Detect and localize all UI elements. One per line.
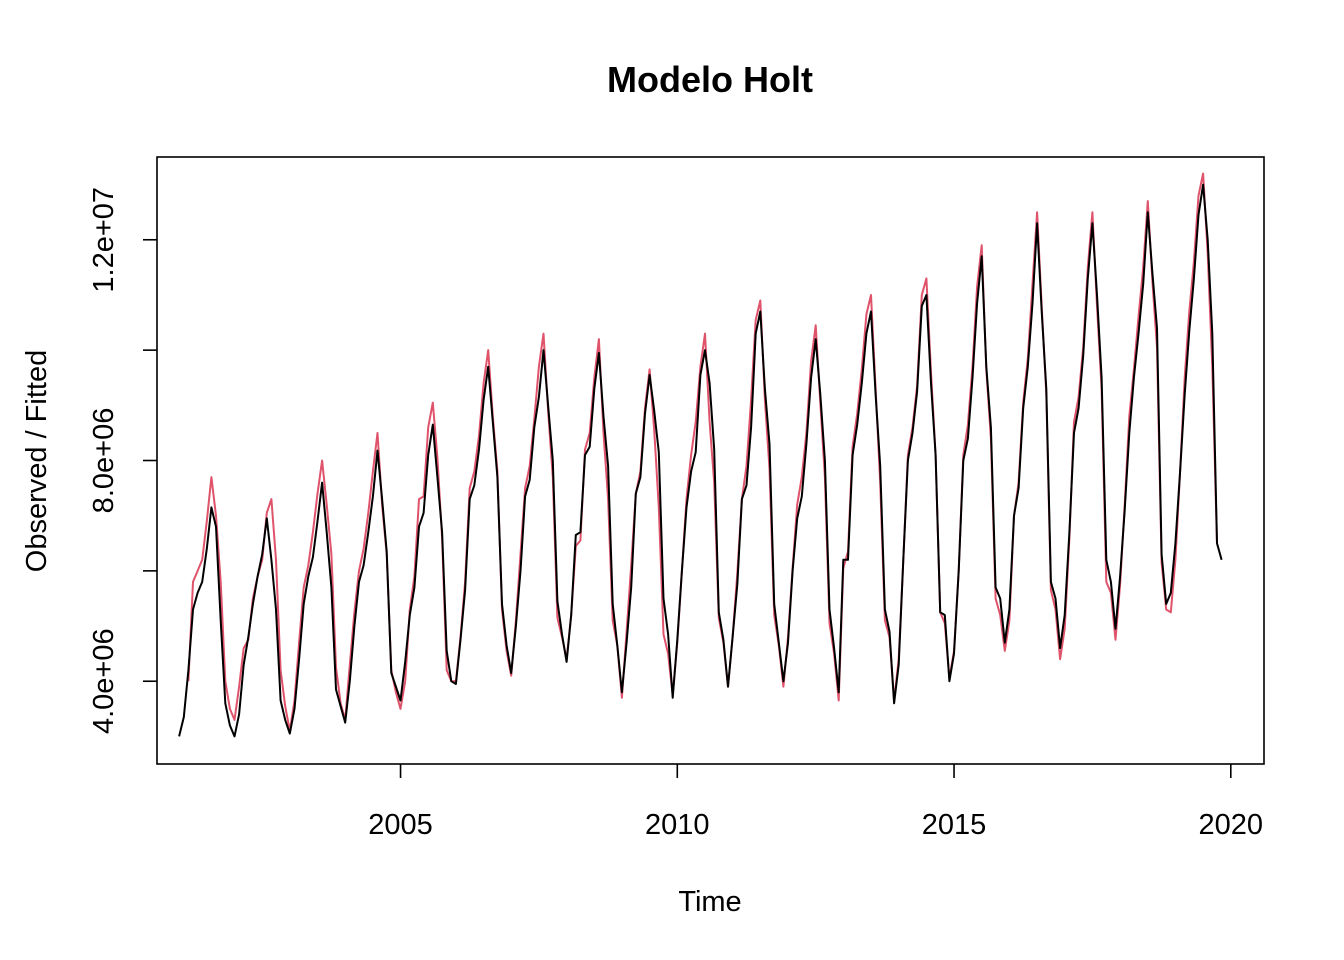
x-tick-label: 2005 — [368, 809, 433, 841]
x-axis: 2005 2010 2015 2020 — [368, 764, 1263, 841]
x-tick-label: 2020 — [1199, 809, 1264, 841]
x-tick-label: 2010 — [645, 809, 710, 841]
x-tick-label: 2015 — [922, 809, 987, 841]
fitted-series-line — [187, 172, 1218, 732]
y-tick-label: 1.2e+07 — [88, 187, 120, 293]
y-tick-label: 4.0e+06 — [88, 628, 120, 734]
x-axis-label: Time — [678, 886, 741, 918]
y-axis: 4.0e+06 8.0e+06 1.2e+07 — [88, 187, 157, 734]
observed-series-line — [178, 183, 1223, 738]
plot-lines — [178, 172, 1223, 738]
y-axis-label: Observed / Fitted — [21, 350, 53, 572]
y-tick-label: 8.0e+06 — [88, 408, 120, 514]
chart-title: Modelo Holt — [607, 59, 813, 100]
